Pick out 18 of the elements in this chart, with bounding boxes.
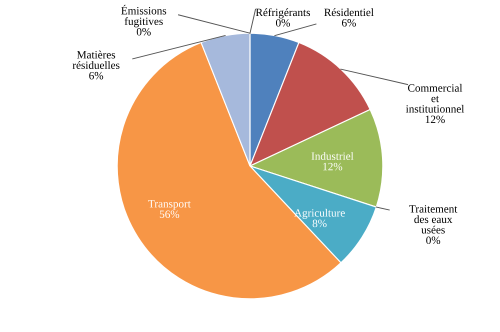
data-label: 56% [160, 210, 180, 218]
text: 0% [276, 19, 290, 27]
data-label: 12% [426, 116, 445, 124]
data-label: 6% [342, 19, 356, 27]
slice-label: Matières résiduelles [72, 50, 120, 69]
text: 0% [136, 28, 151, 36]
slice-label: Industriel [312, 152, 354, 160]
category-label: Réfrigérants [256, 8, 310, 18]
slice-label: Commercial et institutionnel [406, 84, 464, 113]
data-label: 8% [312, 220, 327, 228]
category-label: Émissions fugitives [121, 4, 166, 28]
data-label: 12% [323, 162, 342, 170]
legend-label: Traitement des eaux usées [409, 205, 458, 234]
slice-label: Transport [148, 200, 191, 210]
slice-label: Agriculture [294, 208, 345, 219]
slice-label: Résidentiel [324, 8, 374, 16]
data-label: 6% [89, 72, 104, 80]
text: 0% [426, 236, 440, 244]
